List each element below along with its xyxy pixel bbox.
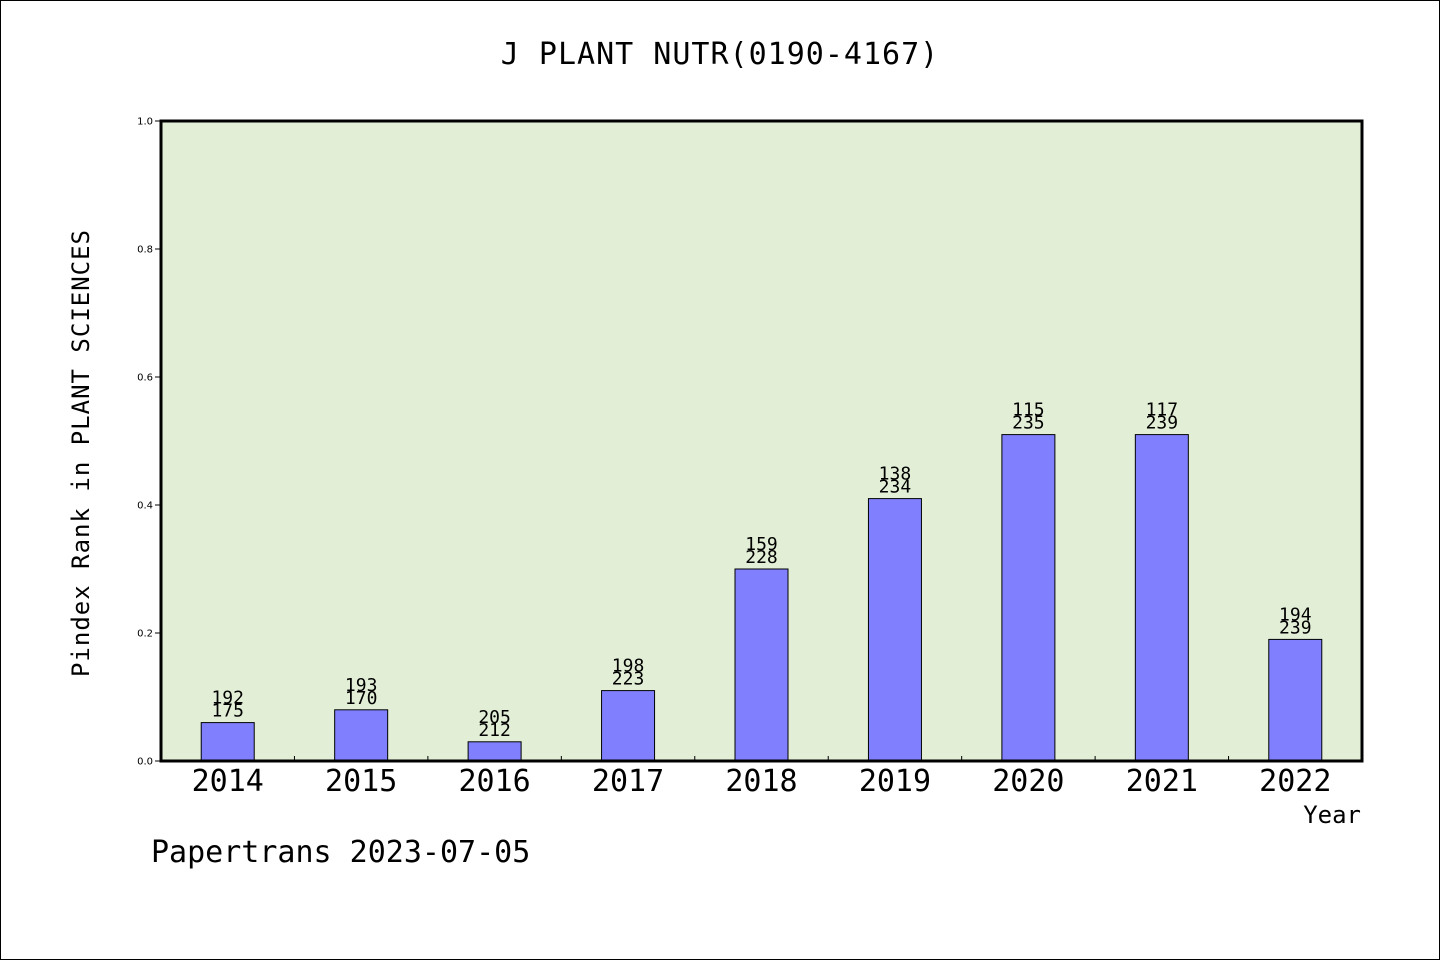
bar-rank-label: 192 bbox=[211, 688, 244, 709]
y-tick-label: 0.4 bbox=[137, 501, 153, 512]
bar-rank-label: 138 bbox=[879, 464, 912, 485]
bar-total-label: 170 bbox=[345, 688, 378, 709]
x-tick-label: 2020 bbox=[992, 764, 1064, 799]
x-tick-label: 2017 bbox=[592, 764, 664, 799]
x-tick-label: 2015 bbox=[325, 764, 397, 799]
bar-rank-label: 117 bbox=[1146, 400, 1179, 421]
chart-title: J PLANT NUTR(0190-4167) bbox=[500, 37, 940, 72]
bar-rank-label: 193 bbox=[345, 675, 378, 696]
x-tick-label: 2018 bbox=[725, 764, 797, 799]
y-tick-label: 0.0 bbox=[137, 757, 153, 768]
y-tick-label: 0.8 bbox=[137, 245, 153, 256]
bar-rank-label: 115 bbox=[1012, 400, 1045, 421]
bar-total-label: 223 bbox=[612, 669, 645, 690]
x-tick-label: 2016 bbox=[458, 764, 530, 799]
bar bbox=[601, 690, 656, 762]
bar bbox=[200, 722, 255, 762]
bar-total-label: 235 bbox=[1012, 413, 1045, 434]
bar bbox=[334, 709, 389, 762]
bar bbox=[1134, 434, 1189, 762]
bar bbox=[1268, 638, 1323, 762]
bar-total-label: 239 bbox=[1279, 617, 1312, 638]
bar-rank-label: 205 bbox=[478, 707, 511, 728]
bar-total-label: 239 bbox=[1146, 413, 1179, 434]
x-tick-label: 2019 bbox=[859, 764, 931, 799]
bar-total-label: 228 bbox=[745, 547, 778, 568]
bar-total-label: 234 bbox=[879, 477, 912, 498]
x-tick-label: 2014 bbox=[192, 764, 264, 799]
y-tick-label: 1.0 bbox=[137, 117, 153, 128]
x-axis-label: Year bbox=[1303, 801, 1361, 829]
bar-rank-label: 194 bbox=[1279, 604, 1312, 625]
footer-credit: Papertrans 2023-07-05 bbox=[151, 835, 531, 870]
bar bbox=[1001, 434, 1056, 762]
bar-rank-label: 159 bbox=[745, 534, 778, 555]
y-tick-label: 0.2 bbox=[137, 629, 153, 640]
bar-rank-label: 198 bbox=[612, 656, 645, 677]
y-tick-label: 0.6 bbox=[137, 373, 153, 384]
bar bbox=[867, 498, 922, 762]
x-tick-label: 2021 bbox=[1126, 764, 1198, 799]
x-tick-label: 2022 bbox=[1259, 764, 1331, 799]
bar bbox=[734, 568, 789, 762]
bar bbox=[467, 741, 522, 762]
plot-border bbox=[159, 119, 1364, 763]
bar-total-label: 175 bbox=[211, 701, 244, 722]
bar-total-label: 212 bbox=[478, 720, 511, 741]
